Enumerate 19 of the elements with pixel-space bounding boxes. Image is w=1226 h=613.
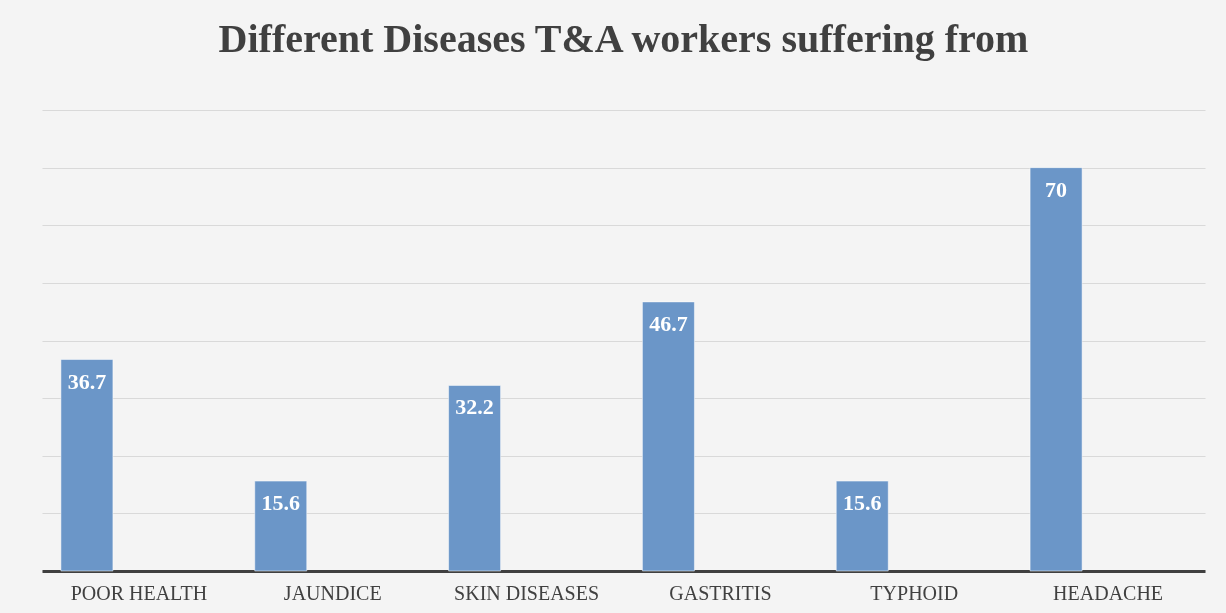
x-tick-label: GASTRITIS bbox=[669, 581, 772, 604]
data-label: 15.6 bbox=[261, 490, 300, 516]
bar bbox=[254, 480, 307, 572]
chart-title: Different Diseases T&A workers suffering from bbox=[218, 16, 1029, 61]
x-tick-label: HEADACHE bbox=[1053, 581, 1164, 604]
data-label: 15.6 bbox=[843, 490, 882, 516]
x-tick-label: SKIN DISEASES bbox=[454, 581, 600, 604]
data-label: 46.7 bbox=[649, 310, 688, 336]
bar bbox=[60, 359, 114, 572]
bar bbox=[448, 385, 501, 572]
bar bbox=[1029, 167, 1083, 572]
bar bbox=[836, 480, 889, 572]
bar bbox=[642, 301, 695, 572]
x-tick-label: JAUNDICE bbox=[283, 581, 382, 604]
data-label: 70 bbox=[1045, 176, 1068, 202]
data-label: 32.2 bbox=[455, 394, 494, 420]
x-tick-label: POOR HEALTH bbox=[70, 581, 208, 604]
data-label: 36.7 bbox=[67, 368, 107, 394]
x-tick-label: TYPHOID bbox=[870, 581, 959, 604]
